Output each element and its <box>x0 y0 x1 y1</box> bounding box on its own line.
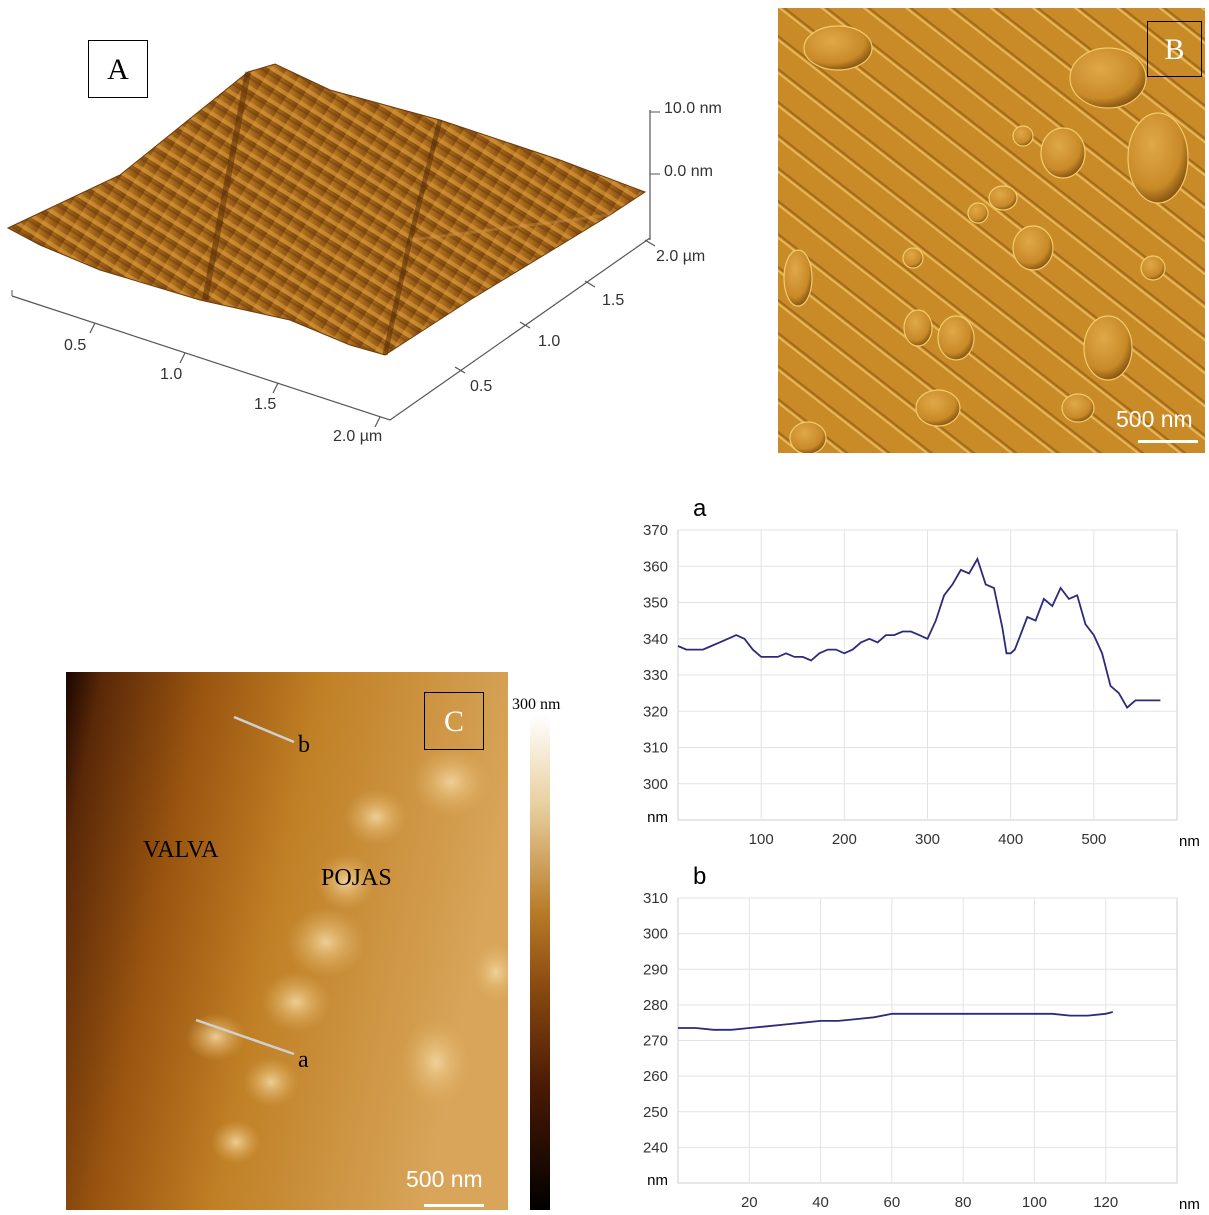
chart-a-ytick-label: 300 <box>643 776 668 793</box>
panel-a-3d-plot <box>6 63 660 428</box>
panel-b-label: B <box>1147 21 1202 77</box>
chart-b-ytick-label: 270 <box>643 1033 668 1050</box>
chart-b-xtick-label: 60 <box>884 1194 901 1210</box>
chart-b-title: b <box>693 863 706 890</box>
y-axis-tick-1-5: 1.5 <box>602 292 625 309</box>
profile-chart-a-svg: a 300 310 320 330 340 350 360 370 100 200 300 400 500… <box>643 495 1200 850</box>
panel-c: C b a VALVA POJAS 500 nm <box>66 672 508 1210</box>
chart-b-xlabel: nm <box>1179 1196 1200 1210</box>
profile-chart-a: a 300 310 320 330 340 350 360 370 100 200 300 400 500… <box>605 490 1205 855</box>
chart-b-xtick-label: 100 <box>1022 1194 1047 1210</box>
chart-a-title: a <box>693 495 707 522</box>
chart-b-ytick-label: 310 <box>643 890 668 907</box>
chart-b-xtick-label: 80 <box>955 1194 972 1210</box>
panel-b: B 500 nm <box>778 8 1205 453</box>
y-axis-tick-0-5: 0.5 <box>470 378 493 395</box>
chart-a-xtick-label: 300 <box>915 831 940 848</box>
chart-a-xtick-label: 200 <box>832 831 857 848</box>
chart-b-xtick-label: 40 <box>812 1194 829 1210</box>
z-axis-tick-max: 10.0 nm <box>664 100 722 117</box>
chart-b-ytick-label: 260 <box>643 1068 668 1085</box>
chart-b-xtick-label: 120 <box>1093 1194 1118 1210</box>
colorbar <box>530 715 550 1210</box>
chart-b-ytick-label: 290 <box>643 961 668 978</box>
panel-c-scale-bar <box>424 1204 484 1207</box>
chart-a-series-line <box>677 556 1161 709</box>
chart-b-ylabel: nm <box>647 1172 668 1189</box>
profile-line-a <box>195 1018 295 1056</box>
z-axis-tick-zero: 0.0 nm <box>664 163 713 180</box>
panel-b-image <box>778 8 1205 453</box>
region-label-pojas: POJAS <box>321 865 392 891</box>
chart-b-ytick-label: 280 <box>643 997 668 1014</box>
surface-grains <box>783 25 1189 453</box>
profile-line-b <box>233 715 295 744</box>
profile-label-a: a <box>298 1047 309 1073</box>
panel-b-scale-bar-text: 500 nm <box>1116 406 1193 432</box>
y-axis-tick-2-0: 2.0 µm <box>656 248 706 265</box>
panel-c-scale-bar-text: 500 nm <box>406 1166 483 1192</box>
profile-chart-b-svg: b 240 250 260 270 280 290 300 310 20 40 60 80 100 120 n… <box>643 863 1200 1213</box>
chart-a-ytick-label: 330 <box>643 667 668 684</box>
panel-a: A 10.0 nm 0.0 nm 0.5 1.0 1.5 2.0 µm 0.5 … <box>0 0 760 470</box>
panel-c-label: C <box>424 692 484 750</box>
chart-a-xtick-label: 400 <box>998 831 1023 848</box>
profile-label-b: b <box>298 732 310 758</box>
chart-a-ytick-label: 310 <box>643 740 668 757</box>
afm-surface <box>6 63 647 356</box>
chart-a-xlabel: nm <box>1179 833 1200 850</box>
panel-c-image <box>66 672 508 1210</box>
y-axis-tick-1-0: 1.0 <box>538 333 561 350</box>
chart-b-ytick-label: 240 <box>643 1139 668 1156</box>
x-axis-tick-1-0: 1.0 <box>160 366 183 383</box>
x-axis-tick-2-0: 2.0 µm <box>333 428 383 445</box>
chart-b-xtick-label: 20 <box>741 1194 758 1210</box>
chart-a-ytick-label: 340 <box>643 631 668 648</box>
chart-b-ytick-label: 300 <box>643 926 668 943</box>
chart-b-series-line <box>678 1011 1114 1031</box>
panel-a-label: A <box>88 40 148 98</box>
x-axis-tick-1-5: 1.5 <box>254 396 277 413</box>
chart-a-ytick-label: 350 <box>643 595 668 612</box>
surface-blobs <box>186 747 508 1164</box>
panel-b-scale-bar <box>1138 440 1198 443</box>
region-label-valva: VALVA <box>143 837 219 863</box>
chart-a-ylabel: nm <box>647 809 668 826</box>
chart-a-xtick-label: 100 <box>749 831 774 848</box>
x-axis-tick-0-5: 0.5 <box>64 337 87 354</box>
base-box-front <box>11 237 651 421</box>
chart-a-ytick-label: 370 <box>643 522 668 539</box>
profile-chart-b: b 240 250 260 270 280 290 300 310 20 40 60 80 100 120 n… <box>605 858 1205 1213</box>
chart-a-ytick-label: 320 <box>643 703 668 720</box>
colorbar-max-label: 300 nm <box>512 696 561 713</box>
chart-a-xtick-label: 500 <box>1081 831 1106 848</box>
chart-b-ytick-label: 250 <box>643 1104 668 1121</box>
chart-a-ytick-label: 360 <box>643 558 668 575</box>
